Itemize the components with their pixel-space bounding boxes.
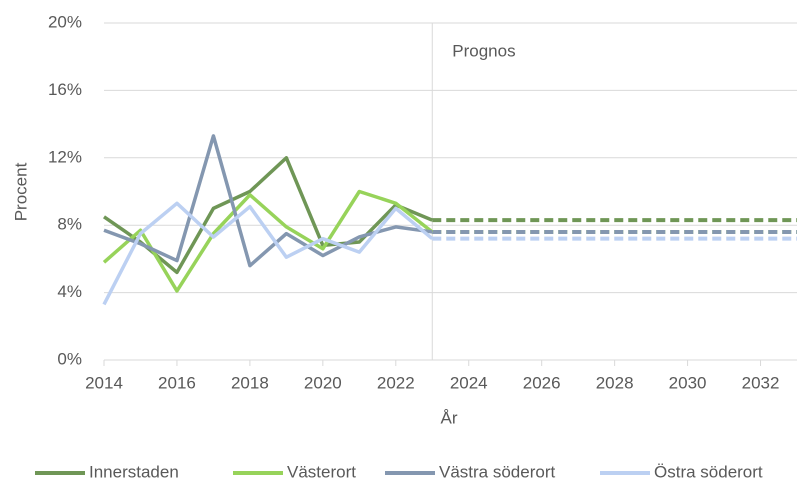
x-tick-label: 2030 <box>669 373 707 392</box>
series-line <box>102 189 434 293</box>
y-tick-label: 20% <box>48 12 82 31</box>
legend-label: Västerort <box>287 462 356 481</box>
y-tick-label: 8% <box>57 215 82 234</box>
x-tick-label: 2014 <box>85 373 123 392</box>
y-tick-label: 12% <box>48 147 82 166</box>
legend-label: Östra söderort <box>654 462 763 481</box>
x-tick-label: 2024 <box>450 373 488 392</box>
y-tick-label: 0% <box>57 349 82 368</box>
x-tick-label: 2022 <box>377 373 415 392</box>
x-tick-label: 2026 <box>523 373 561 392</box>
legend-label: Västra söderort <box>439 462 555 481</box>
x-tick-label: 2016 <box>158 373 196 392</box>
legend-label: Innerstaden <box>89 462 179 481</box>
x-tick-label: 2028 <box>596 373 634 392</box>
x-tick-label: 2032 <box>742 373 780 392</box>
series-line <box>102 201 434 306</box>
y-tick-label: 4% <box>57 282 82 301</box>
x-tick-label: 2020 <box>304 373 342 392</box>
x-axis-label: År <box>441 408 458 427</box>
x-tick-label: 2018 <box>231 373 269 392</box>
y-axis-label: Procent <box>11 162 30 221</box>
series-line <box>103 156 433 275</box>
annotation: Prognos <box>452 41 515 60</box>
y-tick-label: 16% <box>48 80 82 99</box>
